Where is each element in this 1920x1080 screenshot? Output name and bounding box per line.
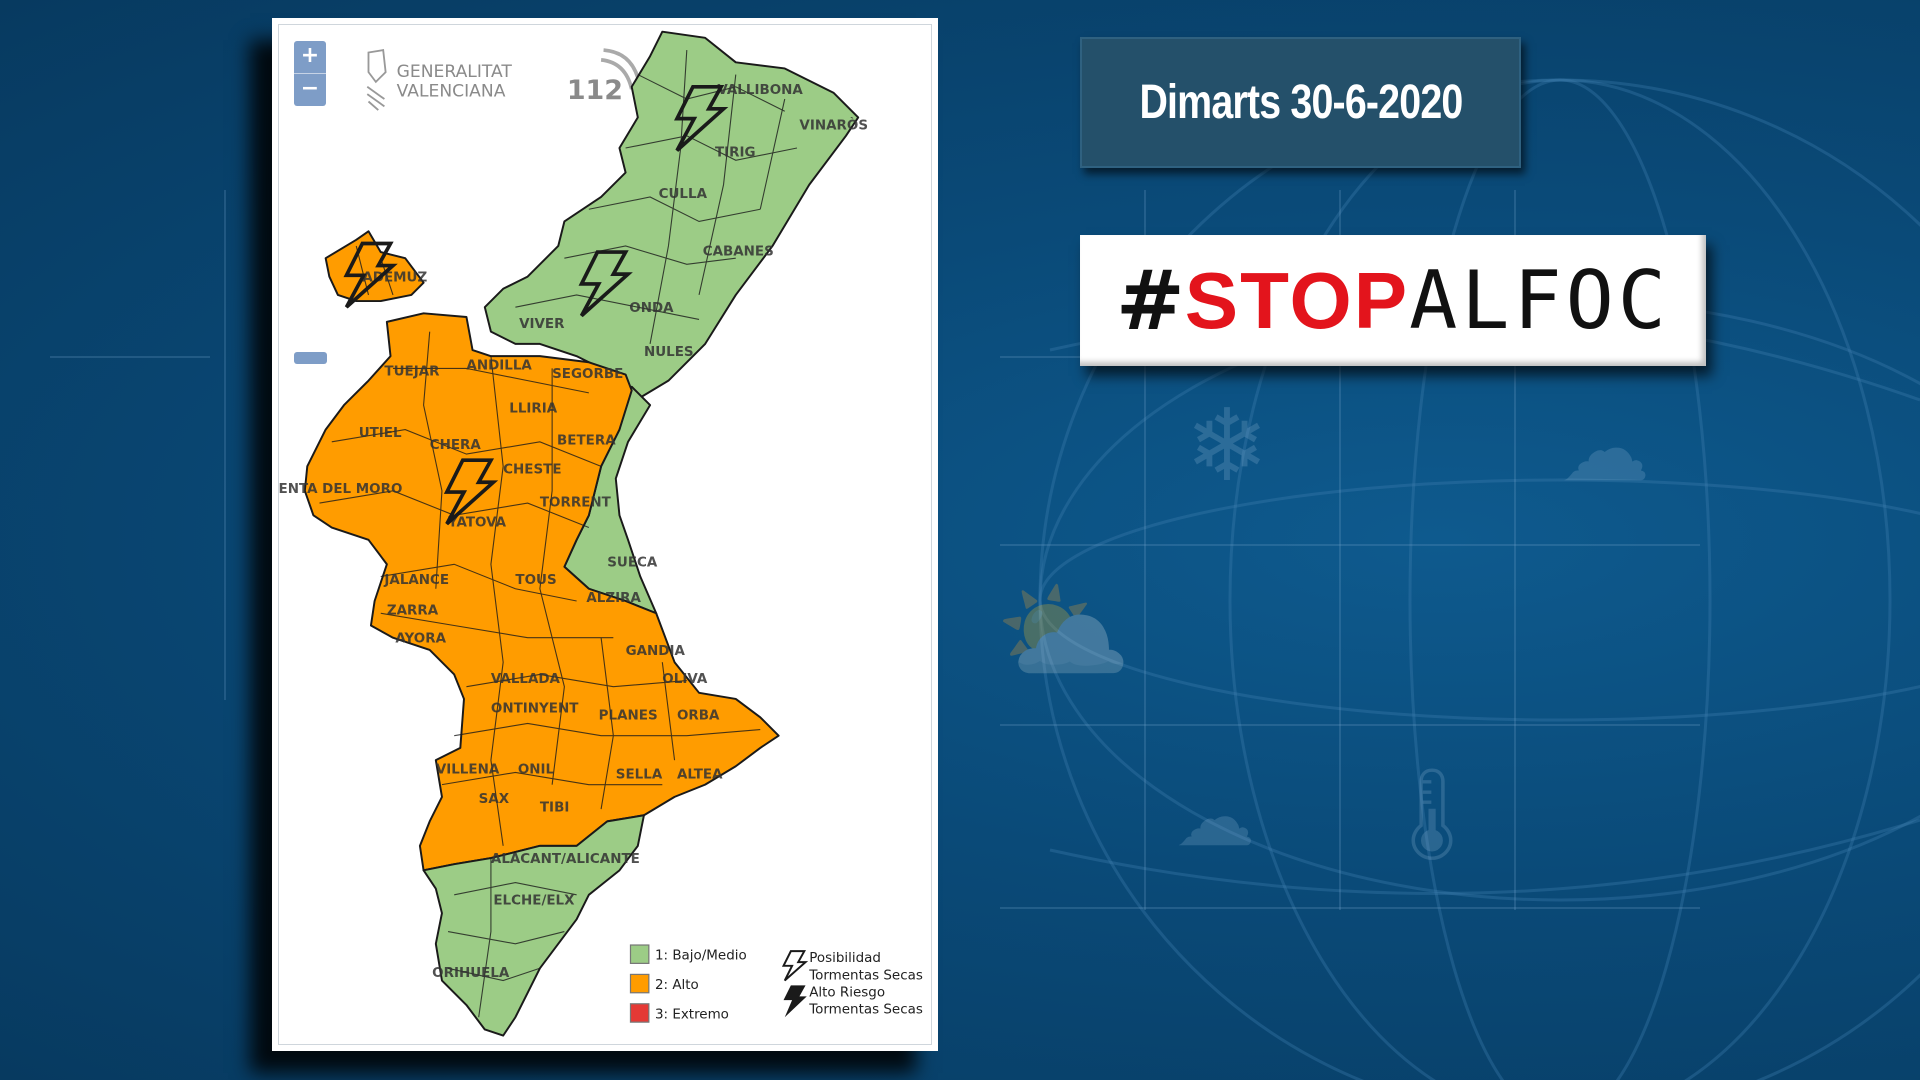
campaign-stop: STOP: [1184, 255, 1410, 345]
town-label: ONTINYENT: [491, 701, 579, 716]
town-label: PLANES: [599, 709, 658, 724]
cloud-sun-icon: ⛅: [995, 568, 1132, 696]
town-label: ADEMUZ: [362, 270, 427, 285]
town-label: TORRENT: [540, 496, 612, 511]
town-label: UTIEL: [359, 426, 402, 441]
town-label: BETERA: [557, 433, 616, 448]
town-label: CHERA: [430, 438, 482, 453]
date-label: Dimarts 30-6-2020: [1138, 76, 1463, 129]
town-label: VILLENA: [436, 763, 500, 778]
svg-text:3: Extremo: 3: Extremo: [655, 1007, 729, 1022]
town-label: NULES: [644, 345, 694, 360]
lightning-outline-icon: [781, 950, 809, 982]
town-label: ZARRA: [387, 603, 439, 618]
town-label: TIBI: [540, 801, 569, 816]
svg-text:Posibilidad: Posibilidad: [809, 951, 881, 966]
town-label: VENTA DEL MORO: [278, 482, 402, 497]
svg-text:1: Bajo/Medio: 1: Bajo/Medio: [655, 949, 747, 964]
svg-text:Alto Riesgo: Alto Riesgo: [809, 985, 885, 1000]
stopalfoc-banner: # STOP ALFOC: [1080, 235, 1706, 366]
map-layer-button[interactable]: [294, 352, 327, 364]
region-level2-central[interactable]: [303, 312, 780, 872]
map-zoom-control: + −: [294, 41, 326, 106]
town-label: ALACANT/ALICANTE: [491, 852, 640, 867]
zoom-in-button[interactable]: +: [300, 43, 320, 68]
town-label: SUECA: [607, 556, 658, 571]
campaign-alfoc: ALFOC: [1409, 254, 1670, 347]
town-label: VALLADA: [491, 672, 561, 687]
fog-sun-icon: ☁: [1175, 771, 1255, 864]
town-label: ORIHUELA: [432, 966, 510, 981]
svg-text:112: 112: [567, 75, 623, 106]
svg-text:2: Alto: 2: Alto: [655, 978, 699, 993]
lightning-outline-icon: [343, 241, 398, 309]
region-level2-ademuz[interactable]: [324, 230, 425, 303]
town-label: ELCHE/ELX: [493, 894, 575, 909]
town-label: OLIVA: [662, 672, 708, 687]
town-label: ONDA: [629, 301, 674, 316]
lightning-outline-icon: [674, 84, 729, 152]
lightning-outline-icon: [443, 458, 499, 526]
town-label: CULLA: [659, 187, 708, 202]
region-level1-north[interactable]: [483, 30, 860, 400]
town-labels: VALLIBONA VINARÒS TIRIG CULLA CABANES ON…: [278, 83, 868, 981]
snowflake-icon: ❄: [1185, 387, 1269, 504]
lightning-filled-icon: [783, 985, 807, 1018]
town-label: CHESTE: [503, 463, 561, 478]
svg-text:GENERALITAT: GENERALITAT: [397, 62, 513, 82]
fire-risk-map[interactable]: GENERALITAT VALENCIANA 112 VA: [278, 24, 932, 1045]
town-label: TUEJAR: [384, 365, 440, 380]
town-label: VALLIBONA: [717, 83, 803, 98]
hashtag-symbol: #: [1116, 252, 1185, 349]
town-label: AYORA: [395, 632, 446, 647]
svg-text:Tormentas Secas: Tormentas Secas: [808, 1003, 923, 1018]
town-label: JALANCE: [383, 573, 449, 588]
generalitat-logo: GENERALITAT VALENCIANA: [366, 49, 513, 111]
town-label: ALZIRA: [586, 591, 641, 606]
town-label: SEGORBE: [552, 367, 623, 382]
town-label: GANDIA: [626, 644, 686, 659]
town-label: ANDILLA: [466, 359, 532, 374]
zoom-out-button[interactable]: −: [294, 73, 326, 106]
svg-text:VALENCIANA: VALENCIANA: [397, 82, 506, 102]
emergency-112-logo: 112: [567, 48, 643, 106]
town-label: SELLA: [616, 768, 663, 783]
town-label: SAX: [479, 792, 510, 807]
lightning-outline-icon: [578, 250, 633, 318]
svg-text:Tormentas Secas: Tormentas Secas: [808, 968, 923, 983]
town-label: VIVER: [519, 317, 565, 332]
town-label: VINARÒS: [799, 116, 868, 134]
town-label: LLIRIA: [509, 401, 558, 416]
fire-risk-map-panel: GENERALITAT VALENCIANA 112 VA: [272, 18, 938, 1051]
map-legend: 1: Bajo/Medio 2: Alto 3: Extremo Posibil…: [629, 944, 923, 1023]
region-level1-south[interactable]: [422, 814, 645, 1037]
town-label: YATOVA: [447, 515, 507, 530]
town-label: TOUS: [515, 573, 556, 588]
town-label: ALTEA: [677, 768, 723, 783]
town-label: ORBA: [677, 709, 720, 724]
fog-icon: ☁: [1560, 397, 1650, 502]
date-banner: Dimarts 30-6-2020: [1080, 37, 1521, 168]
town-label: TIRIG: [715, 146, 756, 161]
thermometer-icon: 🌡: [1375, 762, 1489, 867]
town-label: CABANES: [703, 245, 774, 260]
town-label: ONIL: [518, 763, 555, 778]
